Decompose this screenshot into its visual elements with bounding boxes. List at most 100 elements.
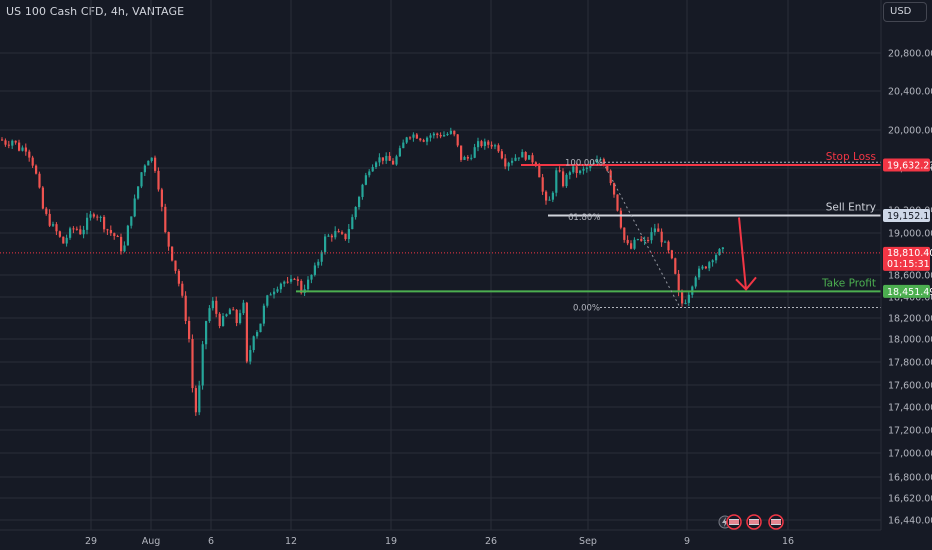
candle — [674, 257, 677, 275]
candle — [225, 313, 228, 318]
candle — [623, 227, 626, 243]
candle — [31, 155, 34, 168]
x-tick-label: 29 — [85, 536, 97, 547]
candle — [701, 264, 704, 270]
candle — [670, 249, 673, 260]
candle — [477, 137, 480, 152]
candle — [558, 166, 561, 173]
x-tick-label: Aug — [142, 536, 161, 547]
candle — [344, 233, 347, 241]
current-price-badge: 18,810.40 01:15:31 — [883, 246, 932, 271]
y-tick-label: 18,000.00 — [888, 335, 932, 346]
candle — [681, 289, 684, 307]
fib-100-label: 100.00% — [565, 158, 603, 168]
candle — [368, 169, 371, 178]
candle — [92, 212, 95, 219]
candle — [582, 166, 585, 175]
candle — [201, 340, 204, 390]
time-axis[interactable]: 29 Aug 6 12 19 26 Sep 9 16 — [0, 529, 881, 547]
candle — [62, 236, 65, 244]
candle — [541, 173, 544, 195]
candle — [286, 276, 289, 284]
x-tick-label: Sep — [579, 536, 597, 547]
candle — [585, 166, 588, 173]
candle — [721, 247, 724, 253]
candle — [562, 168, 565, 188]
candle — [548, 196, 551, 201]
candle — [1, 137, 4, 141]
candle — [517, 157, 520, 161]
candle — [371, 164, 374, 172]
candle — [198, 380, 201, 416]
candle — [422, 138, 425, 143]
candle — [361, 183, 364, 200]
candle — [296, 276, 299, 286]
candle — [103, 215, 106, 233]
trade-overlay: 100.00% 61.80% 0.00% Stop Loss Sell Entr… — [0, 151, 881, 314]
candle — [630, 240, 633, 250]
candle — [429, 133, 432, 142]
candle — [500, 149, 503, 160]
candle — [347, 224, 350, 243]
y-tick-label: 16,620.00 — [888, 494, 932, 505]
take-profit-label: Take Profit — [821, 277, 876, 289]
candle — [317, 259, 320, 269]
candle — [266, 294, 269, 308]
candle — [58, 230, 61, 238]
candle — [480, 139, 483, 148]
candle — [147, 160, 150, 166]
candle — [120, 233, 123, 255]
candle — [259, 323, 262, 333]
candle — [188, 316, 191, 343]
candle — [126, 224, 129, 246]
sell-entry-badge: 19,152.11 — [883, 209, 932, 223]
svg-text:18,810.40: 18,810.40 — [887, 248, 932, 259]
y-tick-label: 17,000.00 — [888, 449, 932, 460]
y-tick-label: 18,600.00 — [888, 271, 932, 282]
currency-button[interactable]: USD — [883, 2, 927, 22]
candle — [507, 161, 510, 171]
candle — [45, 206, 48, 216]
economic-events[interactable] — [718, 514, 784, 530]
candle — [167, 231, 170, 251]
y-tick-label: 17,800.00 — [888, 358, 932, 369]
candle — [86, 212, 89, 235]
us-flag-event-icon[interactable] — [746, 514, 762, 530]
fib-61-label: 61.80% — [568, 213, 600, 223]
candle — [636, 238, 639, 241]
candles — [1, 127, 724, 416]
candle — [14, 140, 17, 145]
candle — [388, 152, 391, 161]
candle — [252, 335, 255, 353]
candle — [38, 171, 41, 189]
candle — [490, 141, 493, 149]
candle — [616, 194, 619, 212]
candle — [208, 305, 211, 323]
candle — [514, 154, 517, 162]
candle — [96, 214, 99, 221]
us-flag-event-icon[interactable] — [768, 514, 784, 530]
candle — [426, 136, 429, 146]
candle — [283, 280, 286, 287]
y-tick-label: 19,000.00 — [888, 229, 932, 240]
candle — [565, 173, 568, 188]
us-flag-event-icon[interactable] — [726, 514, 742, 530]
candle — [460, 145, 463, 162]
candle — [402, 139, 405, 149]
candle — [650, 227, 653, 244]
candle — [239, 309, 242, 325]
candle — [69, 226, 72, 240]
candle — [232, 306, 235, 311]
candle — [531, 152, 534, 165]
candle — [137, 186, 140, 200]
candle — [242, 299, 245, 316]
candle — [341, 230, 344, 235]
candle — [409, 136, 412, 140]
chart-title: US 100 Cash CFD, 4h, VANTAGE — [6, 5, 185, 18]
candle — [48, 209, 51, 227]
candle — [694, 275, 697, 289]
stop-loss-label: Stop Loss — [826, 151, 876, 163]
candle — [698, 265, 701, 280]
candle — [405, 136, 408, 144]
